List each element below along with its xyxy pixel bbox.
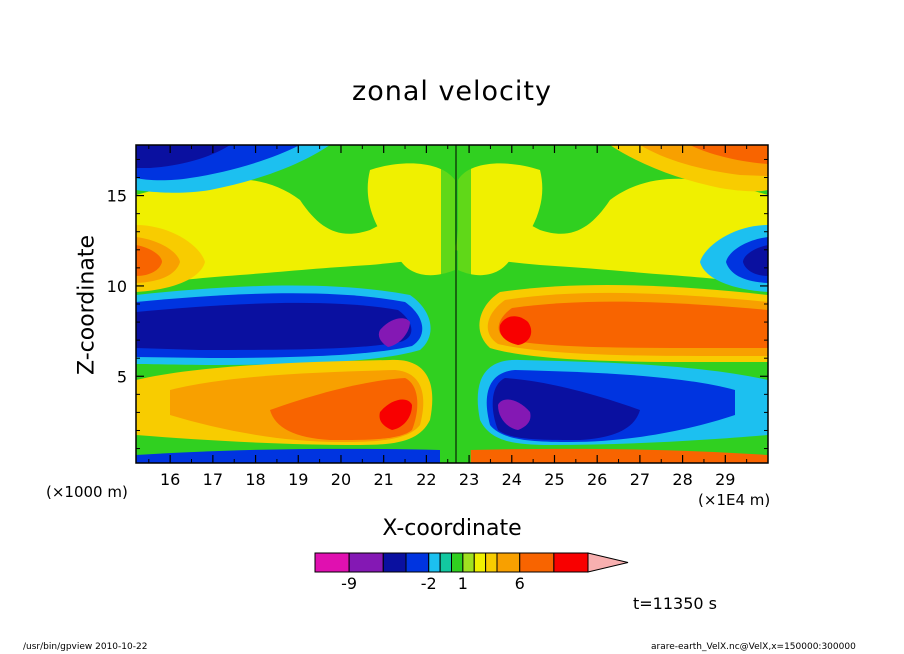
- contour-band: [456, 178, 768, 285]
- x-tick-label: 29: [715, 470, 735, 489]
- time-label: t=11350 s: [633, 594, 717, 613]
- colorbar-segment: [485, 552, 498, 573]
- x-tick-label: 26: [587, 470, 607, 489]
- colorbar-segment: [405, 552, 430, 573]
- y-axis: 5 10 15: [107, 158, 768, 450]
- contour-band: [379, 399, 412, 430]
- colorbar: -9 -2 1 6: [314, 552, 629, 593]
- colorbar-segment: [348, 552, 384, 573]
- colorbar-label: 6: [515, 574, 525, 593]
- colorbar-label: 1: [458, 574, 468, 593]
- contour-band: [498, 399, 531, 430]
- contour-band: [367, 163, 455, 276]
- x-tick-label: 21: [373, 470, 393, 489]
- x-tick-label: 23: [459, 470, 479, 489]
- x-tick-label: 20: [331, 470, 351, 489]
- contour-band: [136, 245, 162, 276]
- x-axis-label: X-coordinate: [382, 516, 522, 541]
- footer-source: arare-earth_VelX.nc@VelX,x=150000:300000: [651, 642, 856, 652]
- x-unit-label-right: (×1E4 m): [698, 491, 771, 509]
- contour-band: [136, 448, 440, 463]
- colorbar-label: -9: [341, 574, 357, 593]
- plot-area: [136, 145, 768, 463]
- colorbar-segment: [473, 552, 487, 573]
- colorbar-segment: [553, 552, 589, 573]
- x-tick-label: 16: [160, 470, 180, 489]
- contour-band: [378, 318, 410, 347]
- contour-band: [458, 163, 543, 276]
- x-tick-label: 22: [416, 470, 436, 489]
- contour-band: [136, 178, 456, 285]
- colorbar-segment: [496, 552, 521, 573]
- x-tick-label: 19: [288, 470, 308, 489]
- y-tick-label: 5: [117, 367, 127, 386]
- colorbar-segment: [439, 552, 452, 573]
- x-axis: 16 17 18 19 20 21 22 23 24 25 26 27 28 29: [148, 145, 748, 489]
- x-tick-label: 24: [502, 470, 522, 489]
- x-tick-label: 25: [544, 470, 564, 489]
- contour-band: [499, 316, 532, 345]
- x-unit-label-left: (×1000 m): [46, 483, 128, 501]
- colorbar-label: -2: [421, 574, 437, 593]
- y-axis-label: Z-coordinate: [74, 235, 100, 375]
- x-tick-label: 18: [245, 470, 265, 489]
- contour-band: [136, 145, 230, 168]
- x-tick-label: 28: [672, 470, 692, 489]
- x-tick-label: 27: [630, 470, 650, 489]
- colorbar-segment: [451, 552, 464, 573]
- colorbar-extend-arrow: [587, 552, 629, 573]
- y-tick-label: 10: [107, 277, 127, 296]
- colorbar-segment: [519, 552, 555, 573]
- contour-band: [270, 378, 418, 440]
- contour-band: [690, 145, 768, 164]
- colorbar-segment: [462, 552, 475, 573]
- colorbar-segment: [314, 552, 350, 573]
- footer-command: /usr/bin/gpview 2010-10-22: [23, 642, 148, 652]
- contour-band: [136, 302, 412, 350]
- colorbar-segment: [382, 552, 407, 573]
- contour-band: [498, 301, 768, 348]
- chart-title: zonal velocity: [352, 76, 552, 107]
- contour-band: [470, 448, 768, 463]
- contour-band: [492, 378, 640, 440]
- x-tick-label: 17: [203, 470, 223, 489]
- colorbar-segment: [428, 552, 441, 573]
- y-tick-label: 15: [107, 187, 127, 206]
- contour-band: [743, 245, 768, 276]
